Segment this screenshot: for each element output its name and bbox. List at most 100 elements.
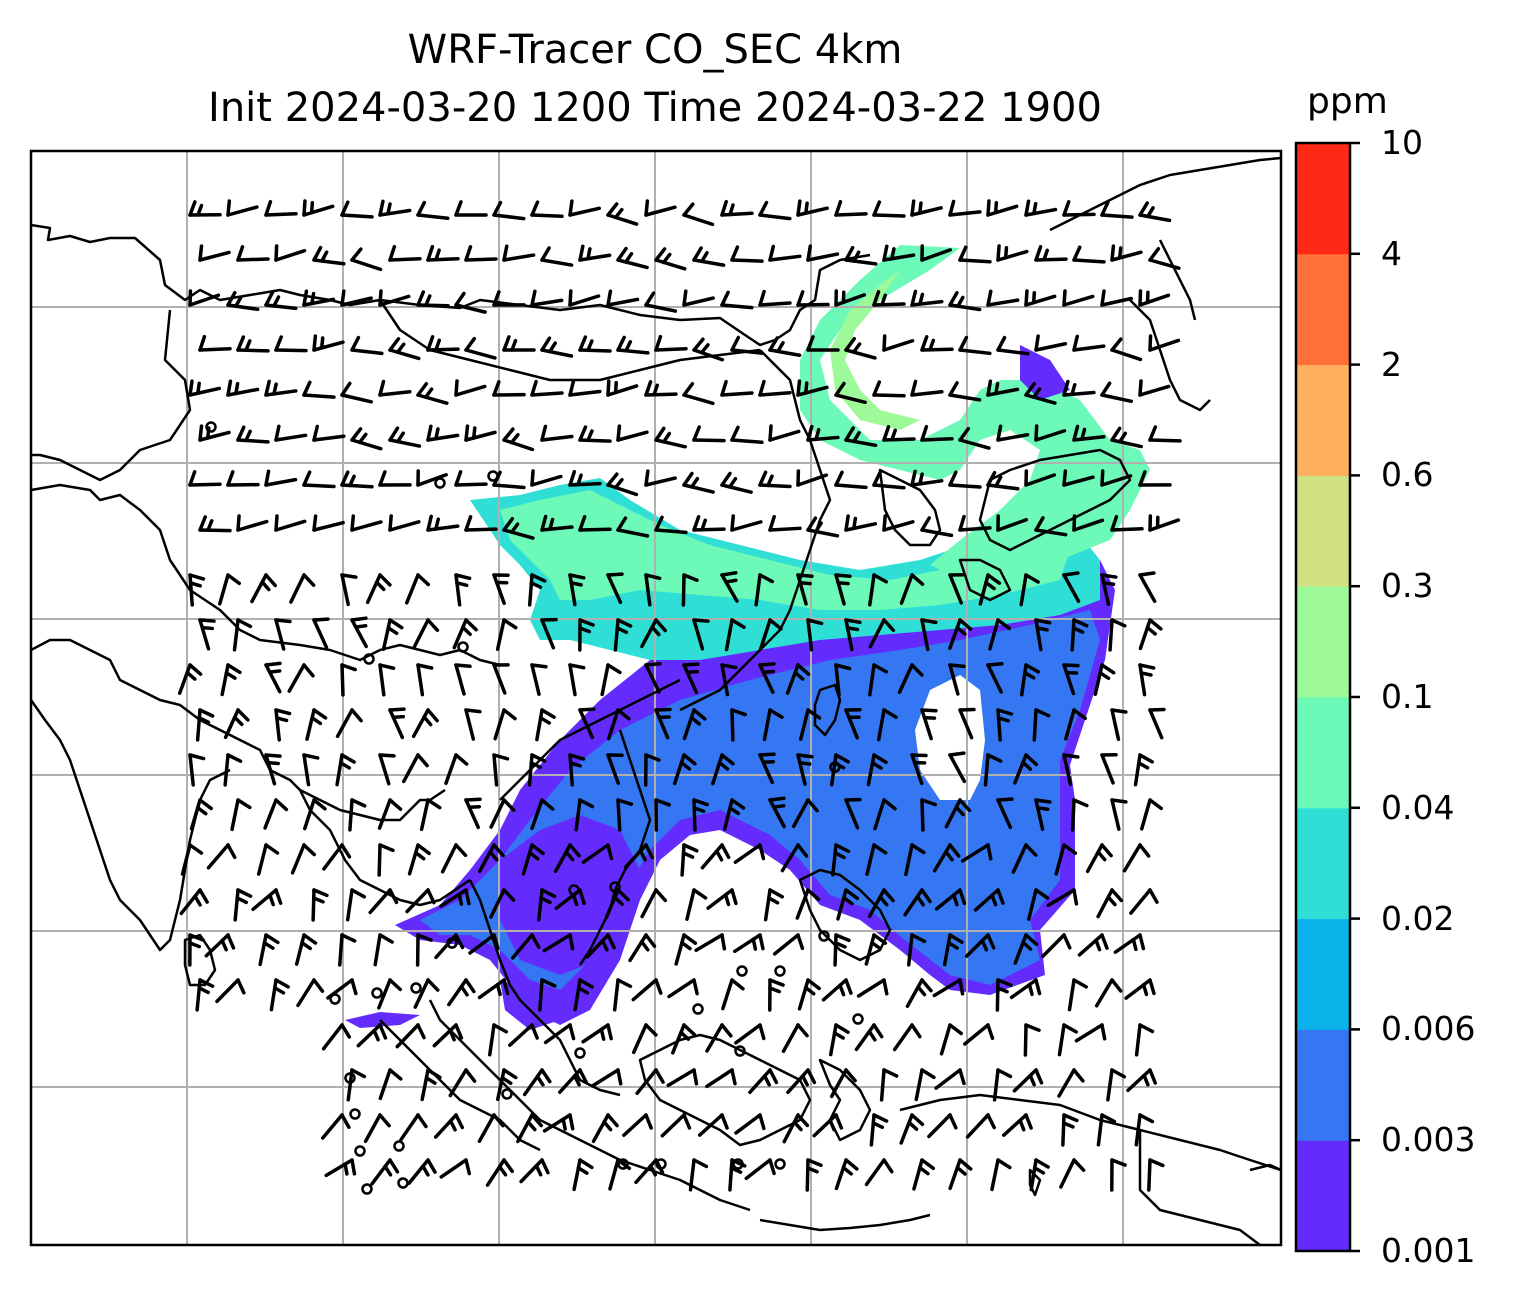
wind-barb xyxy=(606,202,639,226)
coastline-taiwan xyxy=(813,683,842,737)
wind-barb xyxy=(553,843,581,874)
wind-barb xyxy=(692,618,710,651)
wind-barb xyxy=(920,335,954,352)
wind-barb xyxy=(226,379,260,397)
wind-barb xyxy=(388,337,421,361)
wind-barb xyxy=(578,618,595,652)
wind-barb xyxy=(733,933,765,954)
calm-wind-circle xyxy=(734,1045,746,1057)
wind-barb xyxy=(1094,978,1123,1008)
wind-barb xyxy=(294,933,318,966)
wind-barb xyxy=(796,290,830,307)
wind-barb xyxy=(303,798,327,831)
wind-barb xyxy=(643,753,661,787)
wind-barb xyxy=(1093,663,1116,697)
calm-wind-circle xyxy=(457,641,469,653)
wind-barb xyxy=(578,244,612,262)
wind-barb xyxy=(958,707,976,740)
wind-barb xyxy=(365,573,392,605)
graticule xyxy=(31,151,1281,1245)
wind-barb xyxy=(388,707,406,740)
wind-barb xyxy=(448,1068,477,1098)
wind-barb xyxy=(963,1023,995,1046)
calm-wind-circle xyxy=(692,1003,704,1015)
plume-loop xyxy=(800,245,1150,580)
wind-barb xyxy=(426,514,460,532)
wind-barb xyxy=(672,753,697,786)
wind-barb xyxy=(530,200,564,219)
wind-barb xyxy=(872,380,906,398)
wind-barb xyxy=(502,427,535,452)
map-title-line-1: WRF-Tracer CO_SEC 4km xyxy=(407,27,903,73)
wind-barb xyxy=(1110,514,1144,532)
wind-barb xyxy=(321,1113,351,1140)
wind-barb xyxy=(1138,663,1156,697)
wind-barb xyxy=(232,618,253,652)
wind-barb xyxy=(654,426,687,449)
wind-barb xyxy=(350,427,383,451)
wind-barb xyxy=(350,335,384,356)
wind-barb xyxy=(290,843,316,875)
wind-barb xyxy=(1110,1158,1127,1192)
wind-barb xyxy=(411,708,439,739)
wind-barb xyxy=(542,933,575,953)
wind-barb xyxy=(654,798,671,832)
wind-barb xyxy=(692,798,709,832)
wind-barb xyxy=(346,1068,367,1102)
wind-barb xyxy=(834,573,852,606)
wind-barb xyxy=(866,753,888,787)
wind-barb xyxy=(1138,470,1172,487)
wind-barb xyxy=(872,289,906,307)
wind-barb xyxy=(844,336,877,360)
wind-barb xyxy=(958,514,992,532)
wind-barb xyxy=(338,933,357,967)
wind-barb xyxy=(516,1113,543,1144)
wind-barb xyxy=(730,335,764,355)
wind-barb xyxy=(530,798,555,831)
wind-barb xyxy=(758,662,776,694)
wind-barb xyxy=(671,1023,697,1055)
wind-barb xyxy=(782,1113,810,1144)
wind-barb xyxy=(730,708,747,742)
calm-wind-circle xyxy=(568,884,580,896)
wind-barb xyxy=(447,978,476,1007)
wind-barb xyxy=(1147,1158,1165,1192)
coastline-sri-lanka xyxy=(183,933,217,987)
wind-barb xyxy=(606,472,639,497)
wind-barb xyxy=(996,514,1028,532)
wind-barb xyxy=(932,843,961,873)
coastline-philippines xyxy=(798,868,892,962)
coastline-india-west xyxy=(31,699,231,952)
wind-barb xyxy=(420,1068,442,1102)
wind-barb xyxy=(796,469,829,487)
wind-barb xyxy=(340,470,374,489)
wind-barb xyxy=(720,663,738,697)
wind-barb xyxy=(613,618,633,652)
wind-barb xyxy=(378,663,396,697)
wind-barb xyxy=(759,618,783,651)
wind-barb xyxy=(986,199,1019,217)
wind-barb xyxy=(1100,381,1134,404)
wind-barb xyxy=(264,379,298,397)
wind-barb xyxy=(786,1068,817,1095)
wind-barb xyxy=(258,933,280,967)
wind-barb xyxy=(628,933,657,963)
calm-wind-circle xyxy=(487,470,499,482)
wind-barb xyxy=(734,1113,766,1135)
wind-barb xyxy=(377,978,403,1010)
wind-barb xyxy=(606,572,624,605)
colorbar-swatch xyxy=(1296,807,1350,920)
calm-wind-circle xyxy=(774,965,786,977)
wind-barb xyxy=(264,469,298,487)
wind-barb xyxy=(269,978,290,1012)
plume-level-4 xyxy=(500,490,1070,610)
wind-barb xyxy=(791,798,819,829)
wind-barb xyxy=(489,888,516,919)
wind-barb xyxy=(1100,469,1133,487)
wind-barb xyxy=(1074,1023,1107,1043)
wind-barb xyxy=(948,751,967,784)
calm-wind-circle xyxy=(732,1158,744,1170)
wind-barb xyxy=(876,708,898,742)
wind-barb xyxy=(796,573,814,606)
wind-barb xyxy=(1012,1068,1044,1093)
